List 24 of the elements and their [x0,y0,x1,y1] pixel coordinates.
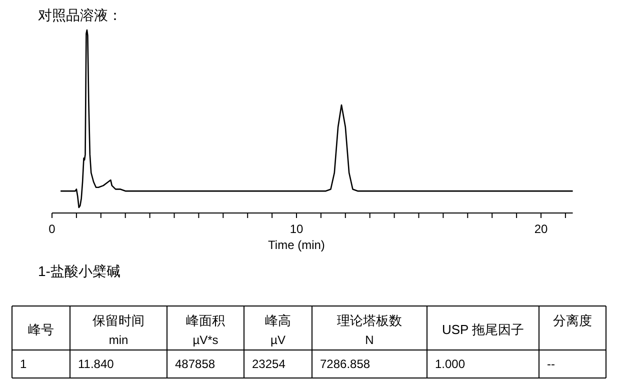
tick-label: 10 [290,222,304,236]
tick-label: 0 [48,222,56,236]
table-cell: 分离度 [553,313,592,328]
table-cell: min [108,333,128,347]
table-cell: N [365,333,374,347]
table-cell: USP 拖尾因子 [442,322,524,337]
table-cell: µV*s [192,333,218,347]
table-cell: 11.840 [78,357,114,371]
table-cell: 23254 [252,357,286,371]
table-cell: µV [270,333,286,347]
tick-label: 20 [534,222,548,236]
table-cell: 峰面积 [186,313,225,328]
title: 对照品溶液： [38,7,122,23]
table-cell: 7286.858 [320,357,370,371]
table-cell: 峰号 [28,322,54,337]
table-cell: 487858 [175,357,216,371]
table-cell: 1.000 [435,357,466,371]
table-cell: 保留时间 [92,313,144,328]
table-cell: 理论塔板数 [337,313,402,328]
table-cell: 1 [20,357,27,371]
annotation: 1-盐酸小檗碱 [38,263,120,279]
table-cell: -- [547,357,555,371]
table-cell: 峰高 [265,313,291,328]
xlabel: Time (min) [268,238,325,252]
